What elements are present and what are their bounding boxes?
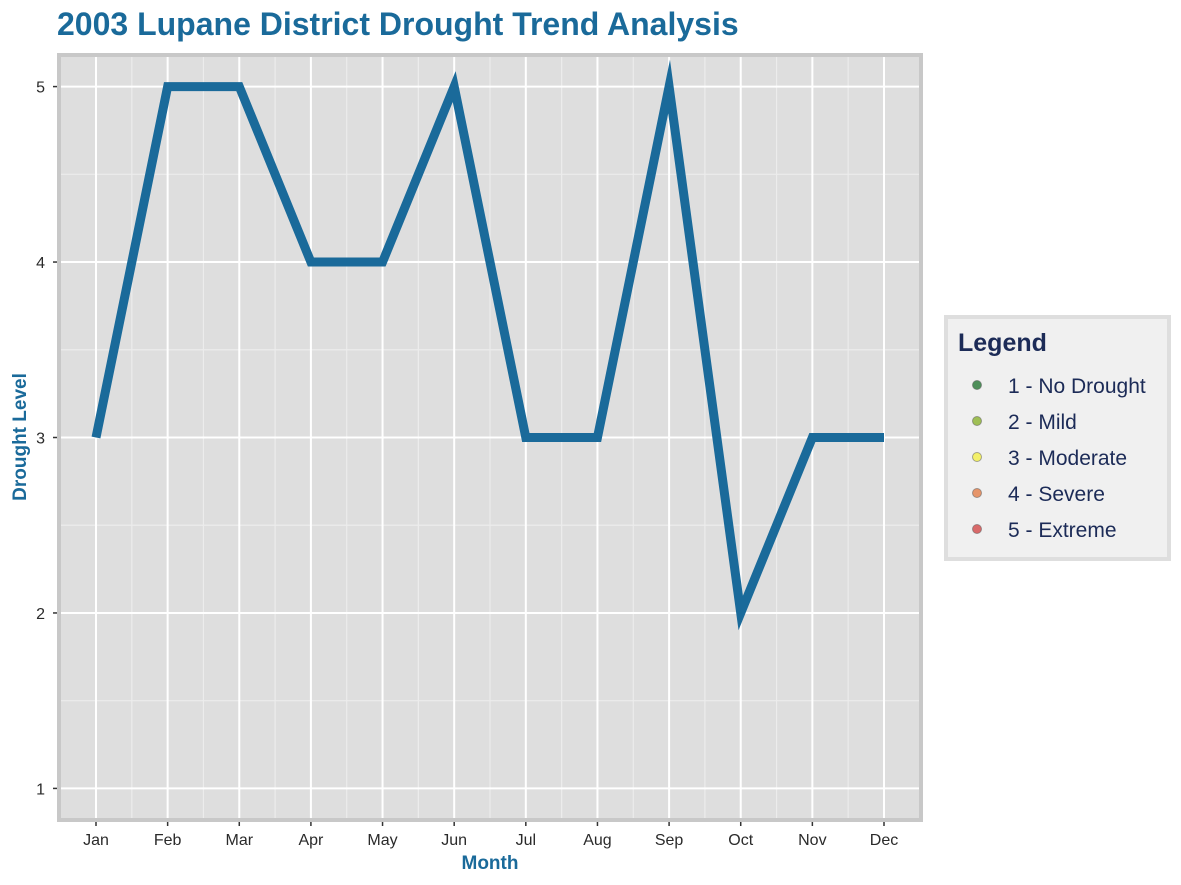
series-line bbox=[91, 59, 884, 631]
x-tick-label: May bbox=[367, 832, 397, 849]
legend-item: 2 - Mild bbox=[972, 411, 1077, 434]
x-axis-title: Month bbox=[462, 853, 519, 874]
x-tick-label: Jan bbox=[83, 832, 109, 849]
x-tick-label: Jun bbox=[441, 832, 467, 849]
x-tick-label: Nov bbox=[798, 832, 826, 849]
y-axis-ticks: 1 2 3 4 5 bbox=[36, 80, 59, 798]
legend-label: 5 - Extreme bbox=[1008, 519, 1117, 542]
x-axis-ticks: Jan Feb Mar Apr May Jun Jul Aug Sep Oct Nov Dec bbox=[83, 820, 898, 849]
y-tick-label: 5 bbox=[36, 80, 45, 97]
x-tick-label: Oct bbox=[728, 832, 753, 849]
legend-item: 1 - No Drought bbox=[972, 375, 1146, 398]
chart-title: 2003 Lupane District Drought Trend Analy… bbox=[57, 6, 739, 42]
x-tick-label: Aug bbox=[583, 832, 611, 849]
plot-panel-border bbox=[57, 53, 923, 822]
legend-key-dot bbox=[972, 488, 982, 498]
x-tick-label: Feb bbox=[154, 832, 182, 849]
legend-label: 4 - Severe bbox=[1008, 483, 1105, 506]
legend-key-dot bbox=[972, 452, 982, 462]
x-tick-label: Dec bbox=[870, 832, 898, 849]
legend-label: 1 - No Drought bbox=[1008, 375, 1146, 398]
legend-label: 2 - Mild bbox=[1008, 411, 1077, 434]
legend-box bbox=[944, 315, 1171, 561]
legend-item: 3 - Moderate bbox=[972, 447, 1127, 470]
legend-label: 3 - Moderate bbox=[1008, 447, 1127, 470]
legend: Legend 1 - No Drought 2 - Mild 3 - Moderat… bbox=[944, 315, 1171, 561]
drought-level-line bbox=[91, 59, 884, 631]
x-tick-label: Mar bbox=[225, 832, 253, 849]
y-tick-label: 3 bbox=[36, 431, 45, 448]
legend-items: 1 - No Drought 2 - Mild 3 - Moderate 4 - Se… bbox=[972, 375, 1146, 542]
legend-key-dot bbox=[972, 380, 982, 390]
x-tick-label: Sep bbox=[655, 832, 684, 849]
y-tick-label: 2 bbox=[36, 606, 45, 623]
y-tick-label: 1 bbox=[36, 781, 45, 798]
y-axis-title: Drought Level bbox=[10, 373, 31, 501]
legend-key-dot bbox=[972, 524, 982, 534]
legend-key-dot bbox=[972, 416, 982, 426]
legend-item: 4 - Severe bbox=[972, 483, 1105, 506]
y-tick-label: 4 bbox=[36, 255, 45, 272]
x-tick-label: Apr bbox=[298, 832, 324, 849]
legend-title: Legend bbox=[958, 329, 1047, 357]
x-tick-label: Jul bbox=[516, 832, 536, 849]
legend-item: 5 - Extreme bbox=[972, 519, 1117, 542]
